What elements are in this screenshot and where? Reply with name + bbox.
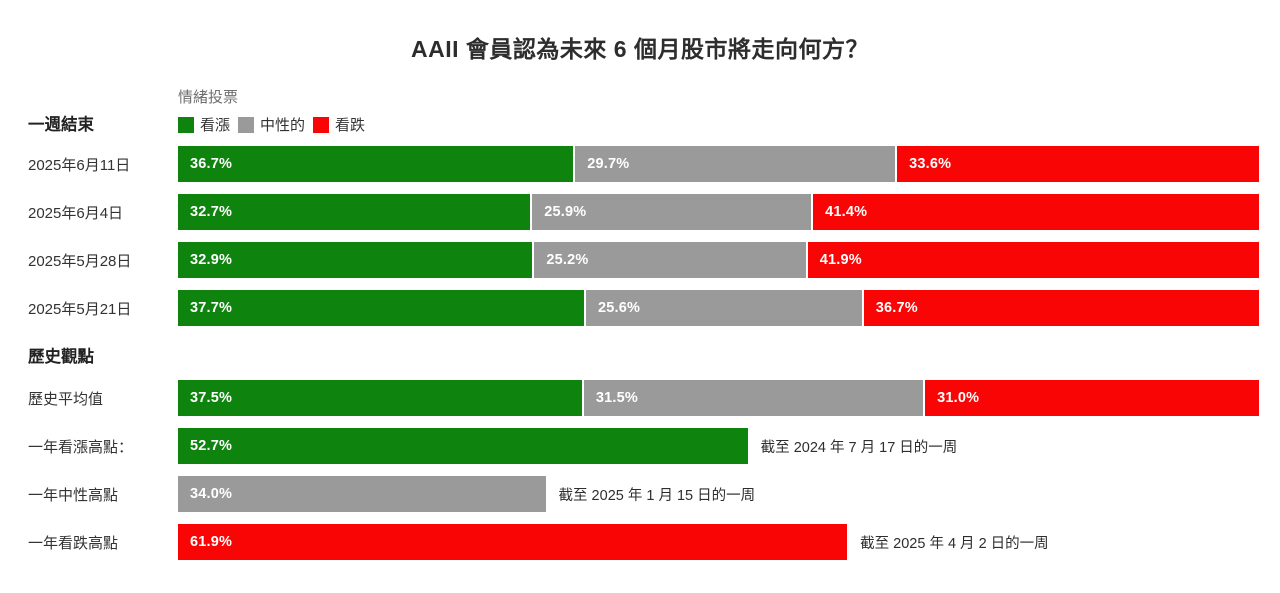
- bar-value-label: 25.6%: [598, 300, 641, 316]
- row-label: 歷史平均值: [28, 390, 104, 408]
- bar-segment-bearish: 61.9%: [178, 524, 848, 560]
- bar-segment-bearish: 41.9%: [807, 242, 1259, 278]
- weekly-section-header: 一週結束: [28, 116, 94, 134]
- bar-value-label: 36.7%: [190, 156, 233, 172]
- bullish-swatch-icon: [178, 116, 194, 133]
- row-label: 一年看跌高點: [28, 534, 119, 552]
- legend-label-bearish: 看跌: [335, 117, 366, 134]
- bar-value-label: 34.0%: [190, 486, 233, 502]
- bar-segment-neutral: 34.0%: [178, 476, 546, 512]
- legend-label-neutral: 中性的: [260, 117, 306, 134]
- legend: 情緒投票 看漲 中性的 看跌: [178, 86, 1259, 135]
- bar-annotation: 截至 2024 年 7 月 17 日的一周: [760, 439, 958, 456]
- neutral-swatch-icon: [238, 116, 255, 133]
- bar-value-label: 33.6%: [909, 156, 952, 172]
- weekly-row: 2025年5月21日 37.7% 25.6% 36.7%: [28, 290, 1259, 326]
- bar-value-label: 37.7%: [190, 300, 233, 316]
- neutral-high-row: 一年中性高點 34.0% 截至 2025 年 1 月 15 日的一周: [28, 476, 1259, 512]
- stacked-bar: 32.7% 25.9% 41.4%: [178, 194, 1259, 230]
- single-bar-area: 61.9% 截至 2025 年 4 月 2 日的一周: [178, 524, 1259, 560]
- bar-segment-bullish: 37.5%: [178, 380, 582, 416]
- bar-value-label: 41.9%: [819, 252, 862, 268]
- stacked-bar: 32.9% 25.2% 41.9%: [178, 242, 1259, 278]
- row-label: 2025年5月21日: [28, 300, 132, 318]
- bullish-high-row: 一年看漲高點： 52.7% 截至 2024 年 7 月 17 日的一周: [28, 428, 1259, 464]
- weekly-section-label-col: 一週結束: [28, 111, 178, 135]
- legend-items: 看漲 中性的 看跌: [178, 114, 1259, 135]
- bar-value-label: 41.4%: [825, 204, 868, 220]
- bar-value-label: 29.7%: [587, 156, 630, 172]
- bar-segment-bearish: 36.7%: [863, 290, 1259, 326]
- single-bar-area: 52.7% 截至 2024 年 7 月 17 日的一周: [178, 428, 1259, 464]
- historical-section-row: 歷史觀點: [28, 343, 1259, 367]
- legend-item-bearish: 看跌: [313, 114, 365, 135]
- row-label: 2025年6月4日: [28, 204, 124, 222]
- row-label: 2025年5月28日: [28, 252, 132, 270]
- bar-segment-bearish: 41.4%: [813, 194, 1259, 230]
- bar-value-label: 36.7%: [875, 300, 918, 316]
- bar-annotation: 截至 2025 年 1 月 15 日的一周: [558, 487, 756, 504]
- bar-segment-bullish: 37.7%: [178, 290, 585, 326]
- single-bar-area: 34.0% 截至 2025 年 1 月 15 日的一周: [178, 476, 1259, 512]
- page-title: AAII 會員認為未來 6 個月股市將走向何方？: [411, 36, 869, 62]
- legend-title: 情緒投票: [178, 89, 239, 106]
- bar-segment-bearish: 33.6%: [897, 146, 1260, 182]
- bearish-high-row: 一年看跌高點 61.9% 截至 2025 年 4 月 2 日的一周: [28, 524, 1259, 560]
- bar-value-label: 52.7%: [190, 438, 233, 454]
- bar-segment-neutral: 25.2%: [534, 242, 806, 278]
- stacked-bar: 36.7% 29.7% 33.6%: [178, 146, 1260, 182]
- bar-value-label: 31.0%: [937, 390, 980, 406]
- weekly-row: 2025年5月28日 32.9% 25.2% 41.9%: [28, 242, 1259, 278]
- row-label: 一年看漲高點：: [28, 438, 134, 456]
- bar-value-label: 32.9%: [190, 252, 233, 268]
- bar-value-label: 32.7%: [190, 204, 233, 220]
- bar-value-label: 37.5%: [190, 390, 233, 406]
- bar-segment-bullish: 32.7%: [178, 194, 531, 230]
- bar-segment-neutral: 31.5%: [583, 380, 924, 416]
- row-label: 2025年6月11日: [28, 156, 131, 174]
- row-label: 一年中性高點: [28, 486, 119, 504]
- bar-value-label: 31.5%: [595, 390, 638, 406]
- bar-segment-bullish: 52.7%: [178, 428, 748, 464]
- historical-average-row: 歷史平均值 37.5% 31.5% 31.0%: [28, 380, 1259, 416]
- bar-segment-bullish: 32.9%: [178, 242, 533, 278]
- sentiment-chart: 一週結束 情緒投票 看漲 中性的 看跌 2025年6月11日: [28, 85, 1260, 560]
- stacked-bar: 37.5% 31.5% 31.0%: [178, 380, 1259, 416]
- bar-segment-neutral: 25.6%: [586, 290, 862, 326]
- bar-value-label: 25.9%: [544, 204, 587, 220]
- bar-value-label: 61.9%: [190, 534, 233, 550]
- legend-item-bullish: 看漲: [178, 114, 230, 135]
- legend-label-bullish: 看漲: [200, 117, 231, 134]
- bar-segment-bearish: 31.0%: [925, 380, 1259, 416]
- chart-header-row: 一週結束 情緒投票 看漲 中性的 看跌: [28, 85, 1259, 135]
- weekly-row: 2025年6月4日 32.7% 25.9% 41.4%: [28, 194, 1259, 230]
- bar-segment-bullish: 36.7%: [178, 146, 574, 182]
- bar-annotation: 截至 2025 年 4 月 2 日的一周: [860, 535, 1049, 552]
- legend-item-neutral: 中性的: [238, 114, 305, 135]
- bar-segment-neutral: 29.7%: [575, 146, 896, 182]
- weekly-row: 2025年6月11日 36.7% 29.7% 33.6%: [28, 146, 1260, 182]
- historical-section-header: 歷史觀點: [28, 348, 94, 366]
- bar-value-label: 25.2%: [546, 252, 589, 268]
- bearish-swatch-icon: [313, 116, 330, 133]
- bar-segment-neutral: 25.9%: [532, 194, 812, 230]
- stacked-bar: 37.7% 25.6% 36.7%: [178, 290, 1259, 326]
